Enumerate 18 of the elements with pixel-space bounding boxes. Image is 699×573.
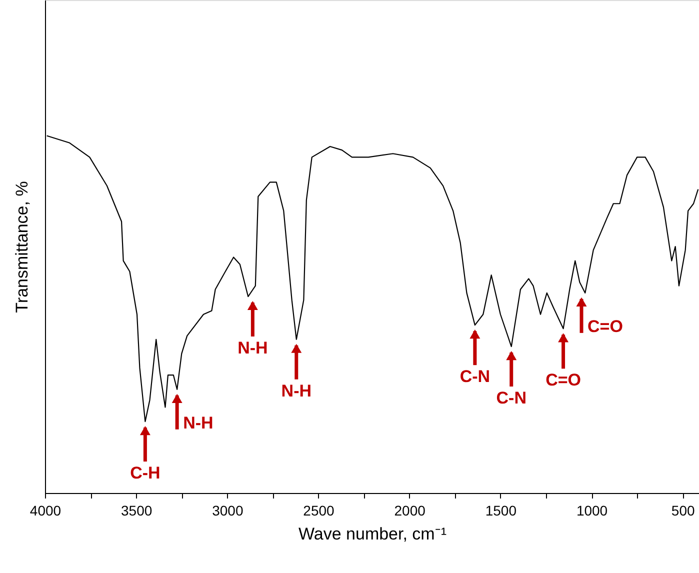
annotation: C-N	[460, 367, 490, 386]
x-axis-title: Wave number, cm⁻¹	[298, 524, 447, 544]
x-tick-label: 1500	[485, 502, 517, 518]
y-axis-title: Transmittance, %	[12, 181, 32, 313]
x-tick-label: 2000	[394, 502, 426, 518]
annotation: C=O	[546, 370, 581, 390]
x-tick-label: 1000	[576, 502, 608, 518]
annotation: N-H	[281, 381, 312, 400]
annotation: C-N	[496, 388, 526, 408]
annotation: C-H	[130, 464, 160, 483]
x-tick-label: 3500	[121, 502, 152, 518]
x-tick-label: 2500	[303, 502, 335, 518]
annotation: N-H	[183, 413, 214, 432]
annotation: N-H	[238, 338, 268, 358]
x-tick-label: 4000	[30, 502, 62, 518]
x-tick-label: 500	[671, 502, 695, 518]
annotation: C=O	[588, 316, 623, 336]
x-tick-label: 3000	[212, 502, 244, 518]
